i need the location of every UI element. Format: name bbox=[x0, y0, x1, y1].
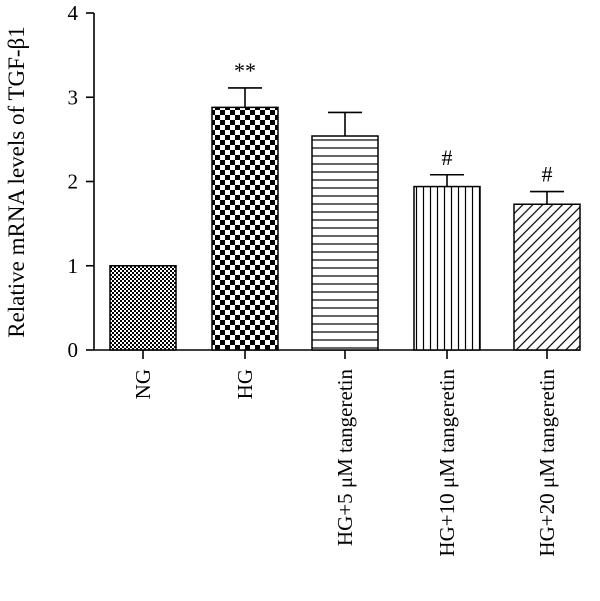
significance-marker: # bbox=[442, 145, 453, 170]
category-label: HG+5 μM tangeretin bbox=[333, 369, 357, 547]
y-tick-label: 0 bbox=[68, 338, 79, 362]
category-labels: NG HG HG+5 μM tangeretin HG+10 μM tangereti… bbox=[131, 369, 559, 557]
y-tick-label: 2 bbox=[68, 170, 79, 194]
y-axis-label: Relative mRNA levels of TGF-β1 bbox=[4, 26, 29, 338]
bars bbox=[109, 106, 581, 351]
y-axis: 0 1 2 3 4 bbox=[68, 1, 95, 362]
significance-marker: ** bbox=[234, 58, 256, 83]
y-tick-label: 1 bbox=[68, 254, 79, 278]
x-axis bbox=[94, 349, 580, 359]
category-label: NG bbox=[131, 369, 155, 399]
significance-marker: # bbox=[542, 162, 553, 187]
category-label: HG+10 μM tangeretin bbox=[435, 369, 459, 557]
y-tick-label: 4 bbox=[68, 1, 79, 25]
bar bbox=[211, 106, 279, 351]
bar bbox=[413, 185, 481, 351]
bar bbox=[311, 135, 379, 351]
category-label: HG+20 μM tangeretin bbox=[535, 369, 559, 557]
error-bars bbox=[228, 87, 564, 205]
bar bbox=[109, 265, 177, 351]
y-tick-label: 3 bbox=[68, 85, 79, 109]
significance-markers: ** # # bbox=[234, 58, 553, 187]
category-label: HG bbox=[233, 369, 257, 399]
bar bbox=[513, 203, 581, 351]
